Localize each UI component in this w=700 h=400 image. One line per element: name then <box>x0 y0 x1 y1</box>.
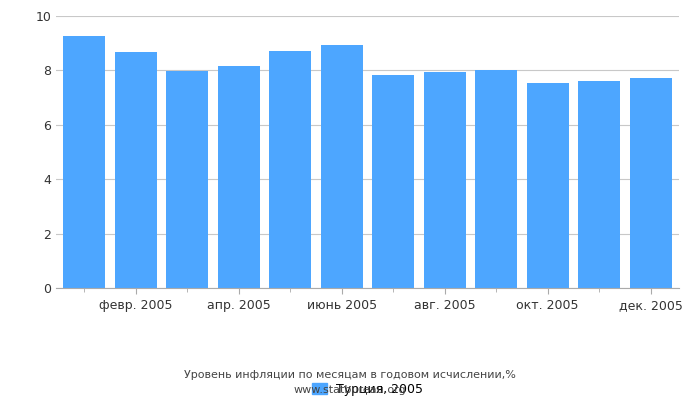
Bar <box>526 84 569 288</box>
Bar <box>115 52 157 288</box>
Bar <box>166 71 209 288</box>
Bar <box>372 75 414 288</box>
Bar <box>321 44 363 288</box>
Bar <box>218 66 260 288</box>
Bar <box>475 70 517 288</box>
Bar <box>63 36 106 288</box>
Text: www.statbureau.org: www.statbureau.org <box>294 385 406 395</box>
Bar <box>424 72 466 288</box>
Bar <box>629 78 672 288</box>
Bar <box>270 51 312 288</box>
Text: Уровень инфляции по месяцам в годовом исчислении,%: Уровень инфляции по месяцам в годовом ис… <box>184 370 516 380</box>
Legend: Турция, 2005: Турция, 2005 <box>312 383 424 396</box>
Bar <box>578 81 620 288</box>
